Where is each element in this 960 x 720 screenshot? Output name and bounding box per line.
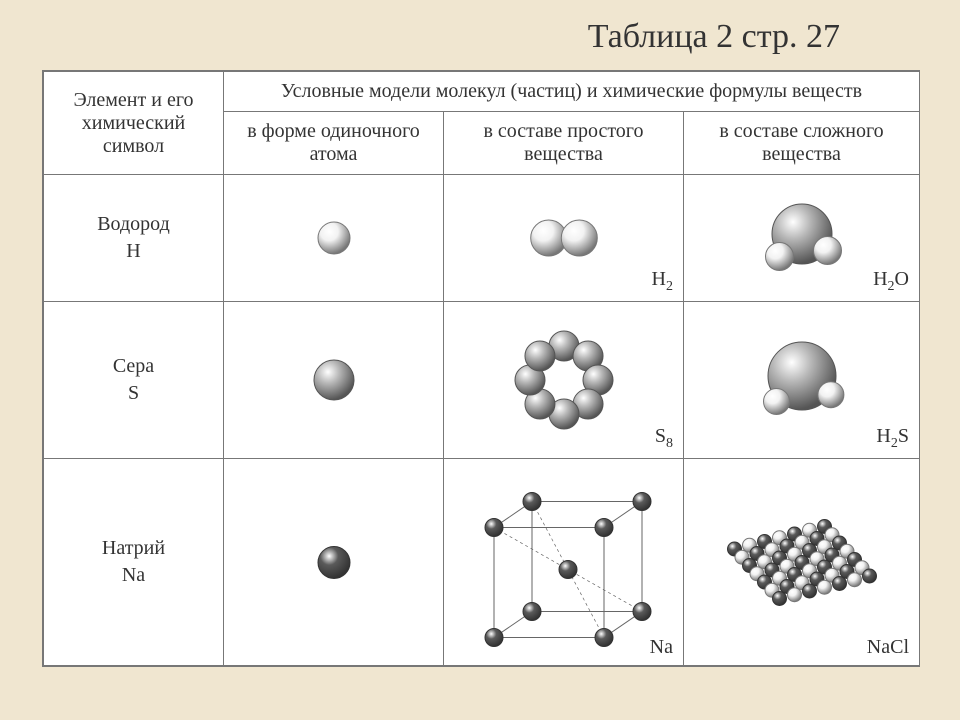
complex-substance-icon [702, 315, 902, 445]
simple-formula: S8 [655, 425, 673, 452]
header-element: Элемент и его химический символ [44, 72, 224, 175]
header-simple: в составе простого вещества [444, 112, 684, 175]
simple-substance-icon [464, 315, 664, 445]
complex-substance-cell: H2S [684, 302, 920, 459]
simple-substance-cell: H2 [444, 175, 684, 302]
single-atom-icon [234, 188, 434, 288]
complex-substance-cell: NaCl [684, 459, 920, 666]
element-cell: Сера S [44, 302, 224, 459]
single-atom-cell [224, 175, 444, 302]
page: Таблица 2 стр. 27 Элемент и его химическ… [0, 0, 960, 720]
element-name: Натрий [102, 537, 165, 559]
table-row: Водород H H2 [44, 175, 920, 302]
single-atom-icon [234, 475, 434, 650]
element-name: Водород [97, 213, 170, 235]
simple-substance-icon [464, 188, 664, 288]
complex-substance-icon [702, 188, 902, 288]
simple-formula: Na [650, 636, 673, 659]
complex-formula: H2O [873, 268, 909, 295]
header-group: Условные модели молекул (частиц) и химич… [224, 72, 920, 112]
complex-substance-icon [702, 475, 902, 650]
single-atom-icon [234, 315, 434, 445]
complex-formula: NaCl [867, 636, 909, 659]
element-symbol: Na [50, 562, 217, 589]
simple-substance-cell: S8 [444, 302, 684, 459]
molecule-table: Элемент и его химический символ Условные… [42, 70, 920, 667]
simple-substance-icon [464, 475, 664, 650]
single-atom-cell [224, 459, 444, 666]
complex-substance-cell: H2O [684, 175, 920, 302]
complex-formula: H2S [876, 425, 909, 452]
element-name: Сера [113, 355, 154, 377]
element-cell: Водород H [44, 175, 224, 302]
header-complex: в составе сложного вещества [684, 112, 920, 175]
element-symbol: S [50, 380, 217, 407]
page-title: Таблица 2 стр. 27 [588, 18, 840, 56]
table-row: Сера S [44, 302, 920, 459]
element-symbol: H [50, 238, 217, 265]
header-row-1: Элемент и его химический символ Условные… [44, 72, 920, 112]
simple-substance-cell: Na [444, 459, 684, 666]
element-cell: Натрий Na [44, 459, 224, 666]
single-atom-cell [224, 302, 444, 459]
simple-formula: H2 [652, 268, 673, 295]
table-row: Натрий Na [44, 459, 920, 666]
header-single: в форме одиночного атома [224, 112, 444, 175]
table: Элемент и его химический символ Условные… [43, 71, 920, 666]
